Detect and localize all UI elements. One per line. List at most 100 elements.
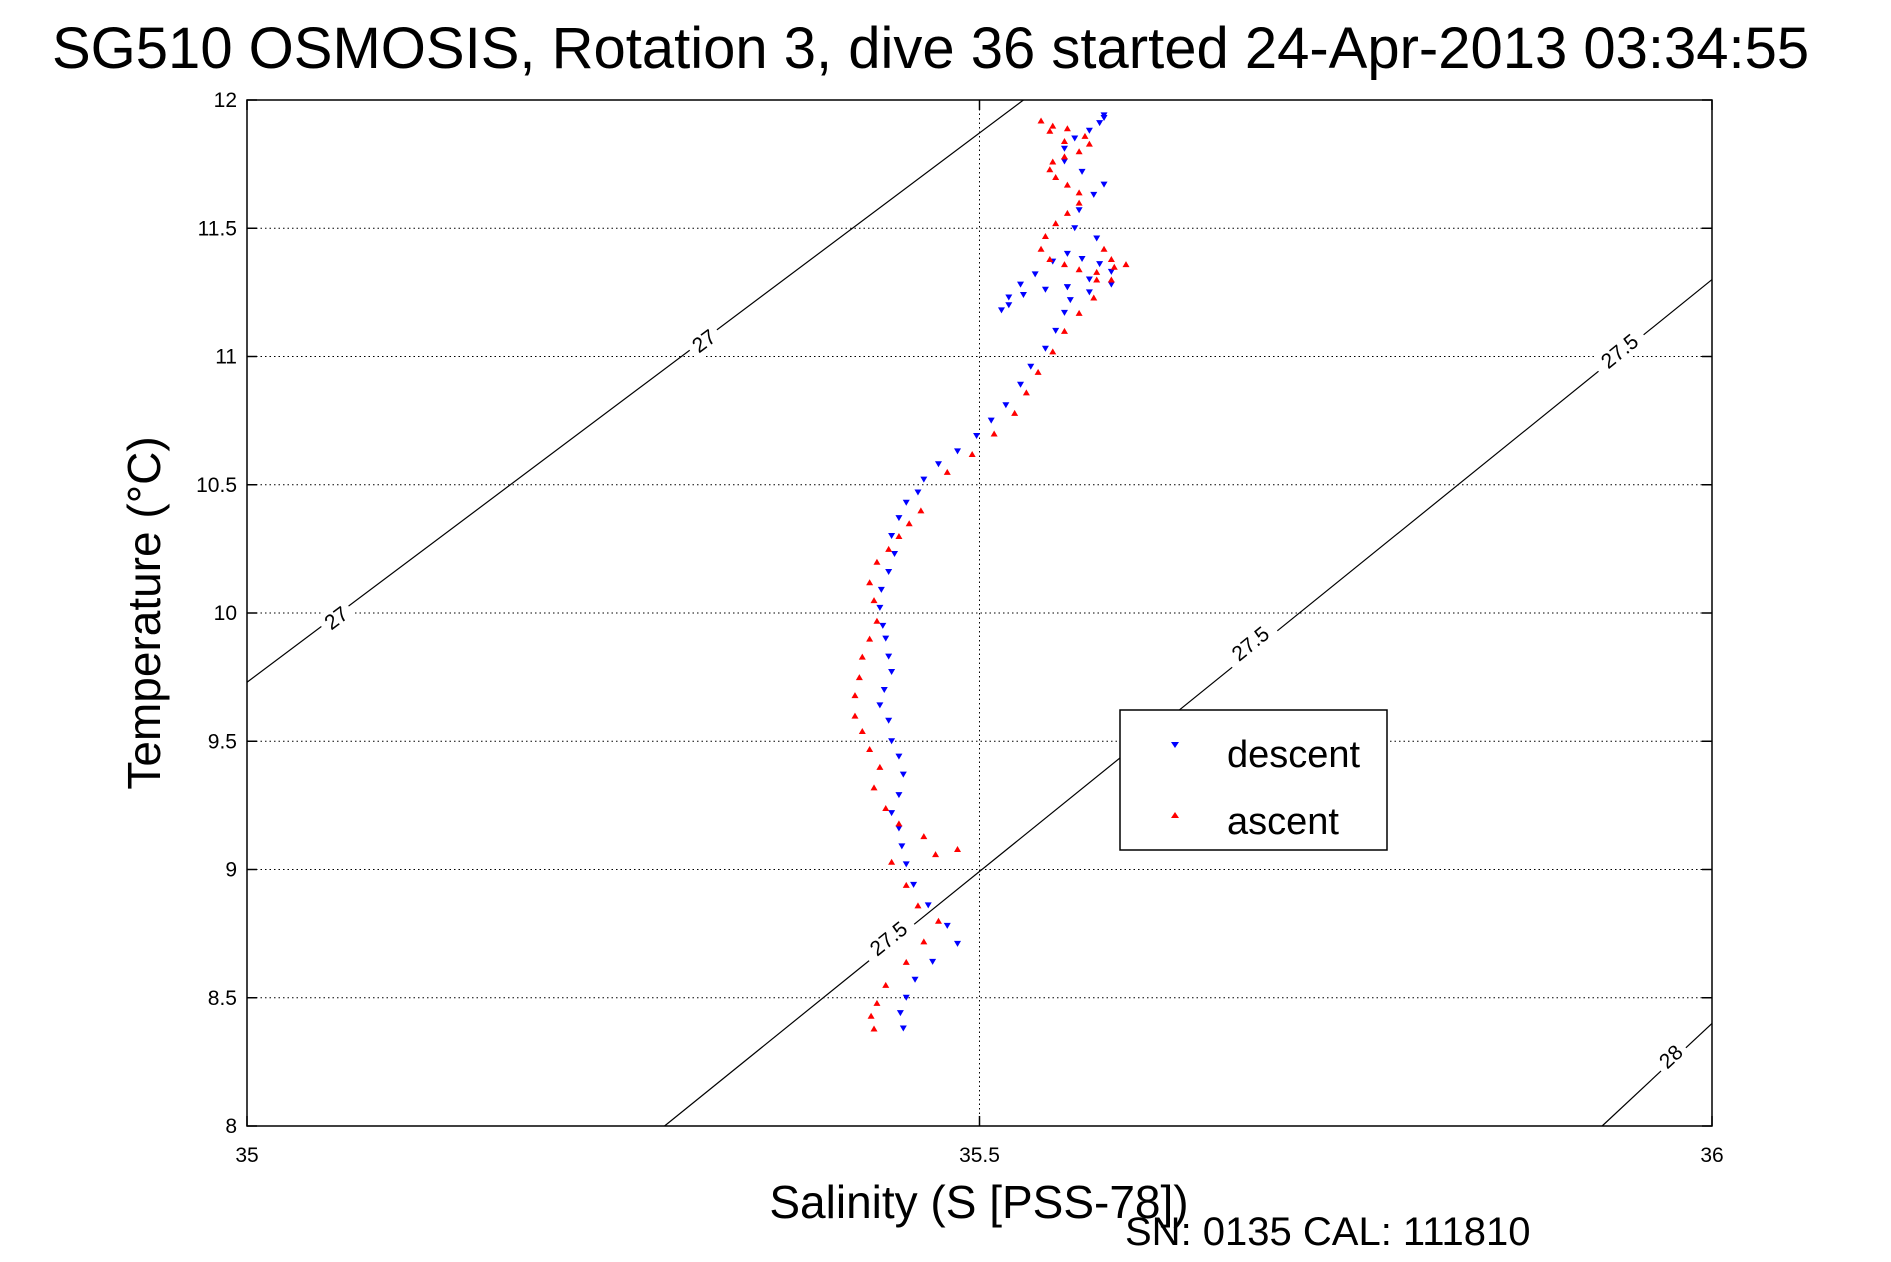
y-tick-label-6: 11 [215,346,237,369]
contour-label-bg-0-1 [683,321,725,361]
descent-point [888,533,896,540]
ascent-point [917,507,925,514]
ascent-point [1034,368,1042,375]
legend-descent-marker [1171,742,1179,748]
ascent-point [954,845,962,852]
descent-point [888,738,896,745]
descent-point [1005,294,1013,301]
descent-point [1005,302,1013,309]
ascent-point [1037,117,1045,124]
ascent-point [882,981,890,988]
ascent-point [867,1012,875,1019]
ascent-point [1022,389,1030,396]
chart-title: SG510 OSMOSIS, Rotation 3, dive 36 start… [52,16,1809,81]
descent-point [929,958,937,965]
descent-point [914,489,922,496]
descent-point [880,686,888,693]
x-tick-label-1: 35.5 [959,1144,1000,1167]
x-axis-ticks: 35 35.5 36 [235,100,1724,1167]
y-tick-label-0: 8 [225,1115,237,1138]
descent-point [885,653,893,660]
ascent-point [968,450,976,457]
contour-line-27 [246,99,1024,683]
ascent-point [1049,122,1057,129]
serial-calibration-footer: SN: 0135 CAL: 111810 [1125,1210,1530,1254]
ascent-point [1063,209,1071,216]
ascent-point [1041,232,1049,239]
contour-label-bg-1-1 [1220,616,1281,672]
data-series [851,112,1130,1032]
legend-box [1119,709,1388,851]
ascent-point [1037,245,1045,252]
descent-point [943,922,951,929]
ascent-point [866,579,874,586]
descent-point [973,433,981,440]
ascent-point [932,851,940,858]
ascent-point [1049,348,1057,355]
ascent-point [895,533,903,540]
ascent-point [1100,245,1108,252]
x-axis-label: Salinity (S [PSS-78]) [769,1176,1188,1228]
descent-point [1063,284,1071,291]
descent-point [1060,309,1068,316]
ascent-point [1011,409,1019,416]
ascent-point [1107,276,1115,283]
contour-label-bg-2-0 [1650,1036,1692,1078]
descent-point [899,1025,907,1032]
ascent-point [858,653,866,660]
descent-point [1031,271,1039,278]
descent-point [902,499,910,506]
descent-point [898,843,906,850]
descent-point [1075,207,1083,214]
descent-point [891,551,899,558]
ascent-point [902,881,910,888]
contour-label-bg-1-0 [858,911,919,967]
grid-lines [247,100,1712,1126]
descent-point [899,771,907,778]
legend-label-ascent: ascent [1227,801,1339,843]
ascent-point [934,917,942,924]
ascent-point [1060,261,1068,268]
descent-point [1096,261,1104,268]
descent-point [877,586,885,593]
ascent-point [873,999,881,1006]
ascent-point [1081,132,1089,139]
ascent-point [905,520,913,527]
descent-point [1017,381,1025,388]
legend-label-descent: descent [1227,734,1361,776]
ascent-point [1075,309,1083,316]
ascent-point [1075,189,1083,196]
descent-point [895,792,903,799]
y-axis-ticks: 8 8.5 9 9.5 10 10.5 11 11.5 12 [196,89,1712,1138]
ascent-point [855,674,863,681]
ascent-point [1090,294,1098,301]
y-tick-label-1: 8.5 [208,987,237,1010]
descent-point [1017,281,1025,288]
ascent-point [851,692,859,699]
ascent-point [885,545,893,552]
ascent-point [873,558,881,565]
descent-point [1078,168,1086,175]
ascent-point [1093,276,1101,283]
y-tick-label-2: 9 [225,859,237,882]
descent-point [1052,327,1060,334]
x-tick-label-2: 36 [1700,1144,1723,1167]
ascent-point [851,712,859,719]
contour-line-27-5 [664,279,1713,1127]
ascent-point [1107,256,1115,263]
ascent-point [1110,263,1118,270]
descent-point [885,568,893,575]
y-tick-label-5: 10.5 [196,474,237,497]
descent-point [954,940,962,947]
descent-point [1060,145,1068,152]
ascent-point [888,858,896,865]
descent-point [920,476,928,483]
ascent-point [1049,158,1057,165]
ascent-point [1063,125,1071,132]
y-axis-label: Temperature (°C) [118,436,170,789]
y-tick-label-3: 9.5 [208,730,237,753]
ascent-point [866,635,874,642]
contour-label-bg-1-2 [1589,323,1650,379]
descent-point [885,717,893,724]
descent-point [1085,276,1093,283]
